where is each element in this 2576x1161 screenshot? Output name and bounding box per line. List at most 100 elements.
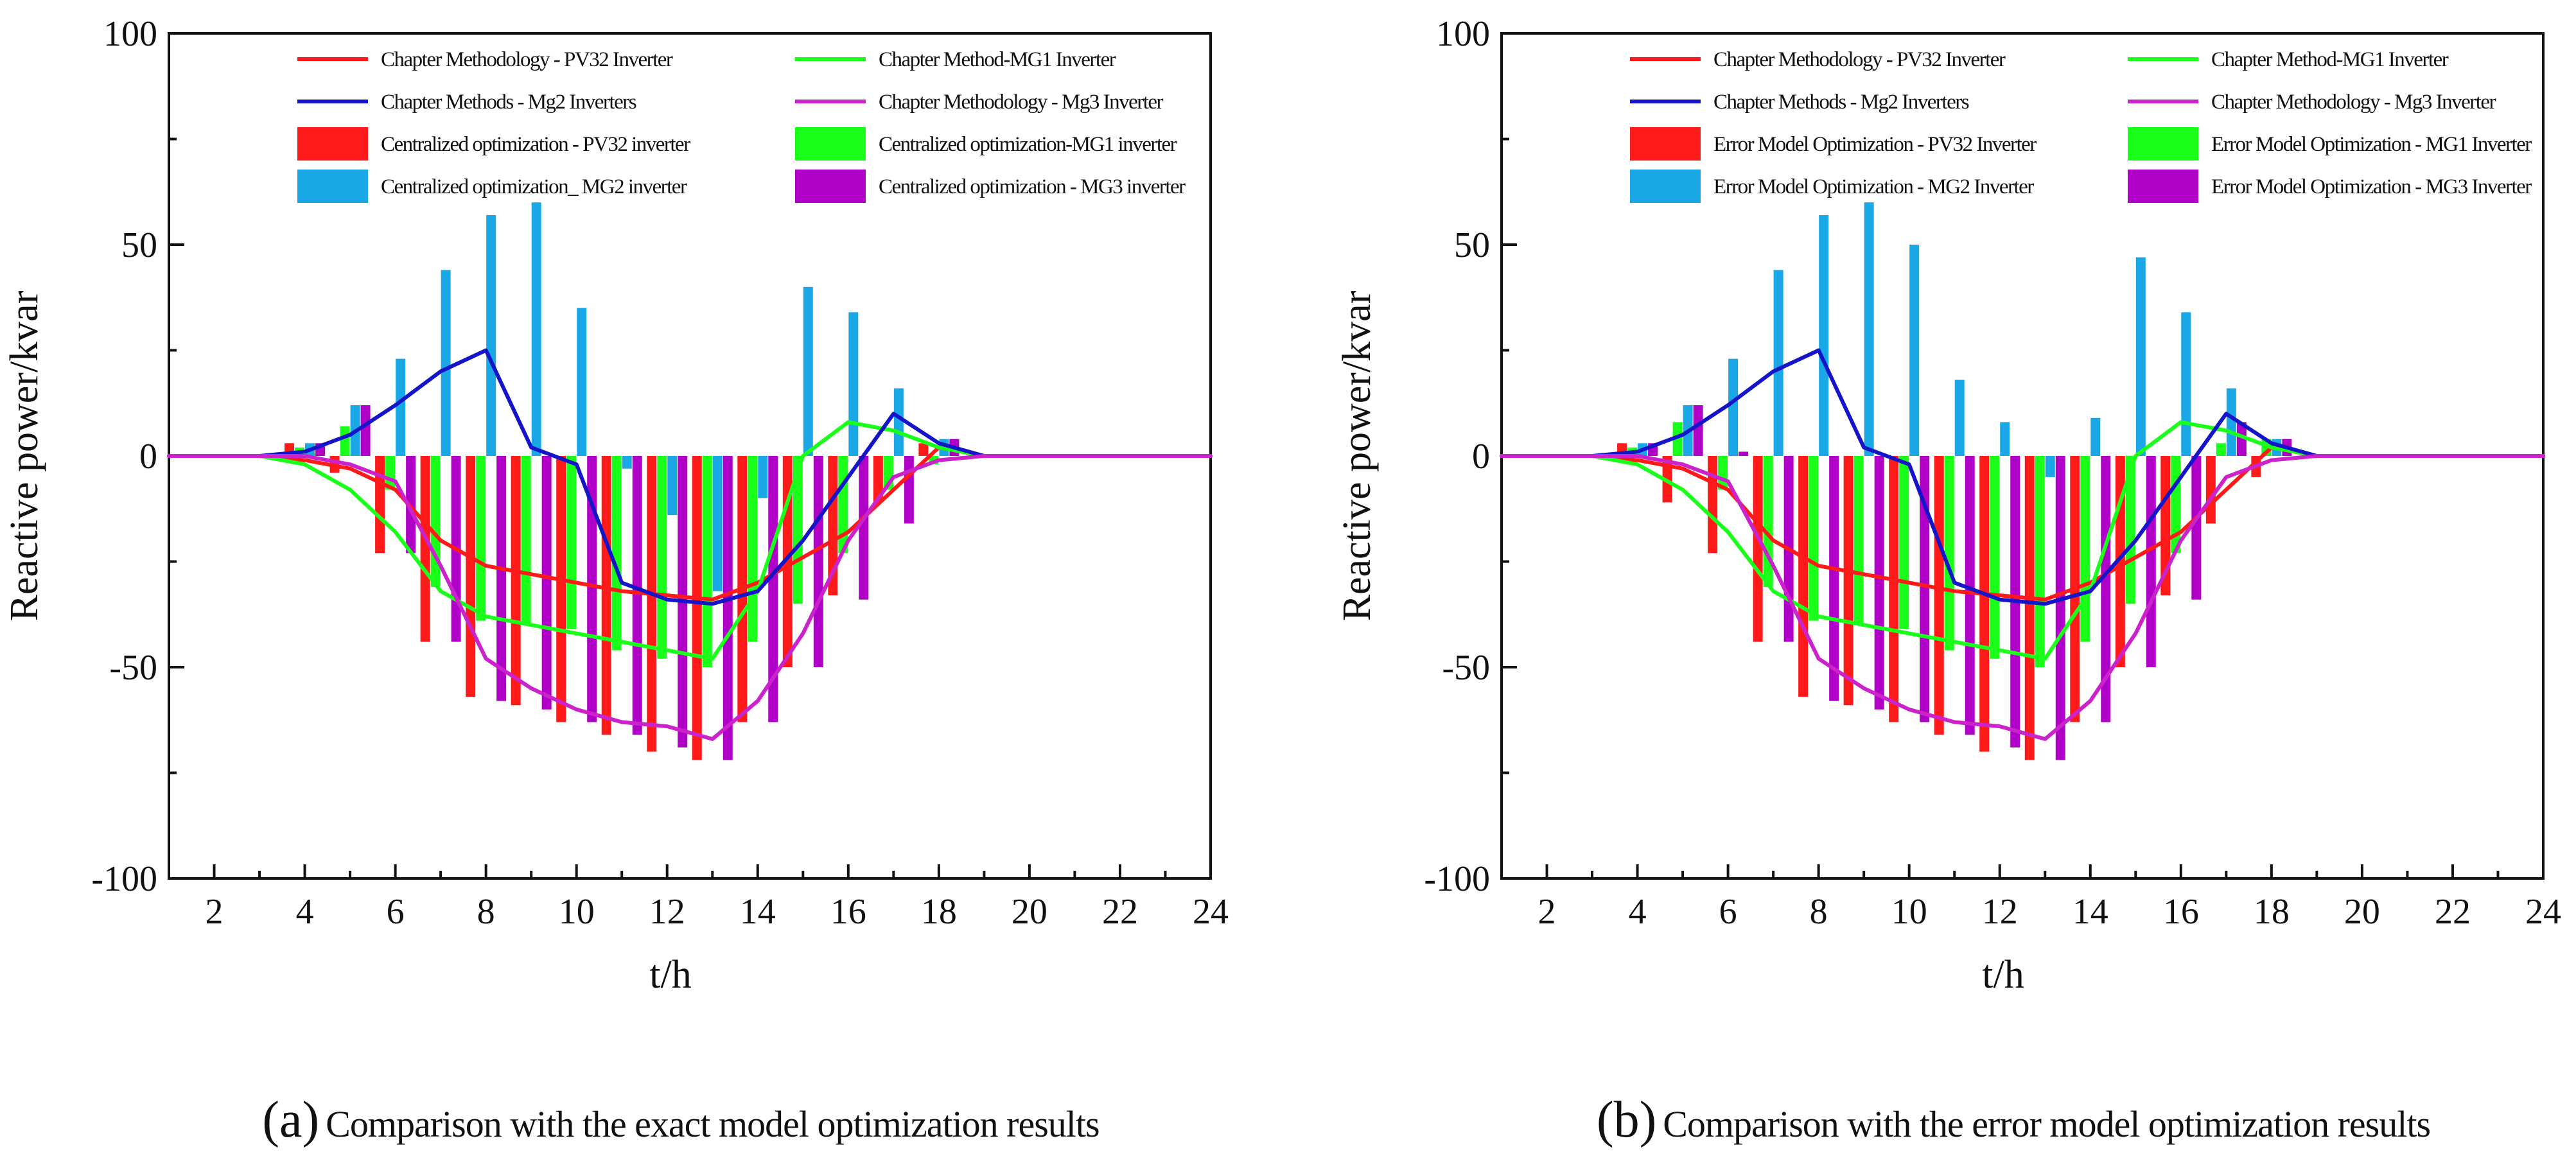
panel-a-legend-label: Centralized optimization_ MG2 inverter — [381, 175, 687, 198]
panel-a-bar-mg2_bar — [848, 312, 859, 456]
panel-b-x-axis-title: t/h — [1982, 953, 2024, 997]
panel-a-y-tick-label: 0 — [139, 437, 157, 476]
panel-b-x-tick-label: 2 — [1538, 892, 1556, 932]
panel-a-bar-pv32 — [873, 456, 883, 503]
panel-a-bar-pv32 — [692, 456, 702, 760]
panel-b-caption-letter: (b) — [1597, 1092, 1656, 1148]
panel-b-bar-mg3_bar — [2146, 456, 2156, 667]
panel-a-y-axis-title: Reactive power/kvar — [3, 290, 46, 621]
panel-a-legend-label: Centralized optimization - PV32 inverter — [381, 133, 690, 156]
panel-a-bar-mg2_bar — [712, 456, 723, 591]
panel-b-bar-pv32 — [1753, 456, 1763, 642]
panel-b-x-tick-label: 22 — [2435, 892, 2471, 932]
panel-a-y-tick-label: 50 — [121, 225, 157, 265]
panel-a-bar-mg3_bar — [587, 456, 597, 722]
panel-a-x-tick-label: 6 — [387, 892, 405, 932]
panel-a-x-tick-label: 12 — [649, 892, 685, 932]
panel-b: 2 4 6 8 10 12 14 16 18 20 22 24100500-50-100t/hReac… — [1335, 14, 2561, 1148]
panel-a-bar-mg2_bar — [531, 202, 541, 456]
panel-b-bar-mg3_bar — [2191, 456, 2202, 600]
panel-a-bar-pv32 — [375, 456, 385, 554]
panel-b-bar-mg1 — [1672, 422, 1683, 456]
panel-a-legend-bar-swatch — [795, 170, 866, 203]
panel-b-y-tick-label: 100 — [1436, 14, 1490, 54]
panel-b-bar-pv32 — [1798, 456, 1809, 697]
panel-b-bar-mg3_bar — [1874, 456, 1884, 710]
panel-b-bar-mg3_bar — [2055, 456, 2065, 760]
panel-b-x-tick-label: 18 — [2254, 892, 2290, 932]
panel-b-x-tick-label: 24 — [2525, 892, 2561, 932]
panel-b-series-line-mg3 — [1500, 454, 2545, 741]
panel-a-y-tick-label: -50 — [109, 648, 157, 688]
panel-a-legend-label: Centralized optimization - MG3 inverter — [879, 175, 1186, 198]
panel-b-legend-label: Chapter Method-MG1 Inverter — [2211, 48, 2449, 71]
panel-b-bar-mg3_bar — [1920, 456, 1930, 722]
panel-a-bar-pv32 — [466, 456, 476, 697]
panel-a-bar-mg1 — [702, 456, 712, 667]
panel-b-bar-mg3_bar — [1739, 451, 1749, 456]
panel-b-bar-mg1 — [2035, 456, 2045, 667]
panel-b-y-tick-label: 0 — [1472, 437, 1490, 476]
panel-a-caption-text: Comparison with the exact model optimiza… — [326, 1103, 1099, 1145]
panel-a-caption: (a) Comparison with the exact model optim… — [262, 1092, 1099, 1148]
panel-a-y-tick-label: 100 — [103, 14, 157, 54]
panel-a-y-tick-label: -100 — [91, 859, 157, 899]
panel-b-y-tick-label: 50 — [1454, 225, 1490, 265]
panel-b-bar-mg1 — [1944, 456, 1954, 650]
panel-a-bar-mg3_bar — [541, 456, 552, 710]
panel-b-bar-mg1 — [1763, 456, 1773, 587]
panel-a-bar-mg1 — [748, 456, 758, 642]
panel-a-bar-mg3_bar — [768, 456, 778, 722]
panel-b-bar-mg3_bar — [2236, 422, 2247, 456]
panel-b-legend-label: Chapter Methods - Mg2 Inverters — [1713, 91, 1969, 114]
panel-a-bar-mg3_bar — [496, 456, 507, 701]
panel-b-legend-bar-swatch — [2128, 170, 2198, 203]
panel-b-series-line-pv32 — [1500, 445, 2545, 602]
panel-a-bar-mg3_bar — [813, 456, 823, 667]
panel-b-bar-pv32 — [1934, 456, 1944, 735]
panel-b-legend-label: Chapter Methodology - PV32 Inverter — [1713, 48, 2006, 71]
panel-b-bar-mg1 — [2216, 443, 2226, 456]
panel-b-y-axis-title: Reactive power/kvar — [1335, 290, 1379, 621]
panel-a-bar-pv32 — [918, 443, 929, 456]
panel-b-legend-bar-swatch — [1630, 127, 1701, 161]
panel-b-bar-mg2_bar — [2045, 456, 2055, 477]
panel-a-bar-mg3_bar — [904, 456, 914, 524]
panel-b-bar-mg2_bar — [2000, 422, 2010, 456]
panel-b-caption-text: Comparison with the error model optimiza… — [1663, 1103, 2430, 1145]
panel-a-bar-mg3_bar — [723, 456, 733, 760]
panel-a-caption-letter: (a) — [262, 1092, 319, 1148]
panel-a-legend-label: Centralized optimization-MG1 inverter — [879, 133, 1177, 156]
panel-a-bar-mg3_bar — [360, 405, 371, 456]
panel-b-x-tick-label: 10 — [1891, 892, 1927, 932]
panel-b-bar-pv32 — [1708, 456, 1718, 554]
panel-b-bar-pv32 — [1889, 456, 1899, 722]
panel-a-x-tick-label: 10 — [559, 892, 595, 932]
panel-a-bar-mg1 — [566, 456, 577, 629]
panel-a-bar-pv32 — [556, 456, 566, 722]
panel-b-legend-label: Error Model Optimization - MG2 Inverter — [1713, 175, 2034, 198]
panel-b-bar-mg2_bar — [2090, 417, 2101, 456]
panel-b-y-tick-label: -50 — [1442, 648, 1490, 688]
panel-a-bar-mg3_bar — [859, 456, 869, 600]
panel-b-bar-mg1 — [1853, 456, 1864, 625]
panel-a-legend-label: Chapter Methods - Mg2 Inverters — [381, 91, 636, 114]
panel-a-bar-mg3_bar — [632, 456, 642, 735]
panel-a-legend-bar-swatch — [795, 127, 866, 161]
panel-a-bar-pv32 — [647, 456, 657, 752]
panel-b-x-tick-label: 14 — [2072, 892, 2108, 932]
panel-a-legend-label: Chapter Method-MG1 Inverter — [879, 48, 1116, 71]
panel-b-bar-mg2_bar — [1864, 202, 1874, 456]
panel-b-x-tick-label: 12 — [1982, 892, 2018, 932]
panel-a-x-tick-label: 8 — [477, 892, 495, 932]
panel-b-bar-mg3_bar — [1693, 405, 1703, 456]
panel-a-bar-mg1 — [430, 456, 441, 587]
panel-a-x-tick-label: 4 — [296, 892, 314, 932]
panel-a-legend-label: Chapter Methodology - Mg3 Inverter — [879, 91, 1164, 114]
panel-b-bar-pv32 — [2024, 456, 2035, 760]
panel-b-y-tick-label: -100 — [1424, 859, 1490, 899]
panel-a-bar-mg1 — [521, 456, 531, 625]
panel-b-bar-pv32 — [1843, 456, 1853, 706]
panel-a-bar-mg2_bar — [758, 456, 768, 498]
